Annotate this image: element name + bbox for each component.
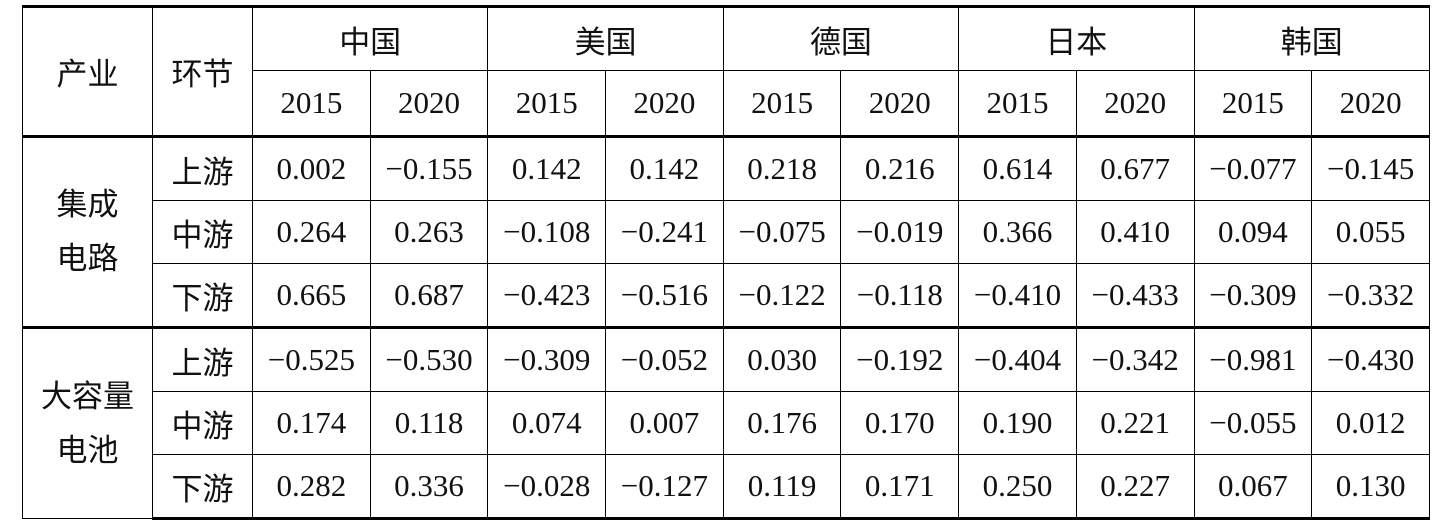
stage-cell: 下游 [152,454,253,520]
header-row: 产业 环节 中国 美国 德国 日本 韩国 [22,5,1430,137]
value-cell: 0.007 [605,391,724,455]
value-cell: 0.410 [1075,200,1195,264]
value-cell: −0.192 [840,326,960,392]
year-header: 2020 [369,70,489,137]
stage-cell: 上游 [152,135,253,201]
value-cell: −0.309 [487,326,607,392]
value-cell: −0.981 [1193,326,1313,392]
data-table: 产业 环节 中国 美国 德国 日本 韩国 2015 2020 2015 2020 2015 2020 20… [22,5,1430,520]
value-cell: −0.410 [958,263,1077,328]
value-cell: 0.336 [369,454,489,520]
value-cell: −0.155 [369,135,489,201]
value-cell: 0.074 [487,391,607,455]
value-cell: 0.282 [252,454,371,520]
year-header: 2020 [840,70,960,137]
year-header: 2020 [1075,70,1195,137]
data-row: 集成 电路 上游 0.002 −0.155 0.142 0.142 0.218 0.216 0.6… [22,135,1430,328]
data-row: 下游 0.665 0.687 −0.423 −0.516 −0.122 −0.118 −0.4… [23,263,1430,328]
industry-line: 电路 [56,241,119,276]
value-cell: 0.216 [840,135,960,201]
country-header: 美国 [487,5,724,71]
value-cell: 0.142 [487,135,607,201]
country-header: 德国 [722,5,960,71]
table-body: 产业 环节 中国 美国 德国 日本 韩国 2015 2020 2015 2020 2015 2020 20… [22,5,1430,520]
value-cell: 0.142 [605,135,724,201]
value-cell: 0.218 [722,135,842,201]
year-header: 2015 [958,70,1077,137]
value-cell: 0.130 [1311,454,1430,520]
value-cell: −0.433 [1075,263,1195,328]
data-row: 中游 0.174 0.118 0.074 0.007 0.176 0.170 0.190 0.2… [23,391,1430,455]
value-cell: 0.030 [722,326,842,392]
stage-cell: 上游 [152,326,253,392]
value-cell: 0.055 [1311,200,1430,264]
stage-cell: 中游 [152,200,253,264]
value-cell: 0.067 [1193,454,1313,520]
header-cell: 产业 [22,5,153,137]
value-cell: −0.145 [1311,135,1430,201]
value-cell: 0.012 [1311,391,1430,455]
value-cell: 0.174 [252,391,371,455]
industry-line: 集成 [56,187,119,222]
value-cell: 0.250 [958,454,1077,520]
value-cell: −0.404 [958,326,1077,392]
value-cell: 0.094 [1193,200,1313,264]
value-cell: 0.171 [840,454,960,520]
data-row: 大容量 电池 上游 −0.525 −0.530 −0.309 −0.052 0.030 −0.1… [22,326,1430,519]
value-cell: 0.366 [958,200,1077,264]
value-cell: 0.170 [840,391,960,455]
value-cell: −0.309 [1193,263,1313,328]
value-cell: −0.019 [840,200,960,264]
year-header: 2015 [252,70,371,137]
value-cell: 0.614 [958,135,1077,201]
value-cell: 0.190 [958,391,1077,455]
value-cell: −0.052 [605,326,724,392]
industry-cell: 集成 电路 [22,135,153,328]
year-header: 2015 [487,70,607,137]
value-cell: −0.108 [487,200,607,264]
industry-cell: 大容量 电池 [22,326,153,519]
value-cell: −0.122 [722,263,842,328]
data-row: 下游 0.282 0.336 −0.028 −0.127 0.119 0.171 0.250 0… [23,454,1430,520]
industry-line: 电池 [56,432,119,468]
value-cell: −0.423 [487,263,607,328]
value-cell: 0.665 [252,263,371,328]
value-cell: 0.227 [1075,454,1195,520]
value-cell: 0.264 [252,200,371,264]
value-cell: 0.002 [252,135,371,201]
value-cell: 0.263 [369,200,489,264]
year-header: 2020 [605,70,724,137]
value-cell: 0.119 [722,454,842,520]
industry-line: 大容量 [41,378,134,414]
value-cell: −0.028 [487,454,607,520]
value-cell: 0.176 [722,391,842,455]
value-cell: −0.127 [605,454,724,520]
value-cell: 0.221 [1075,391,1195,455]
stage-cell: 中游 [152,391,253,455]
value-cell: 0.677 [1075,135,1195,201]
value-cell: 0.687 [369,263,489,328]
country-header: 中国 [251,5,489,71]
value-cell: −0.118 [840,263,960,328]
value-cell: −0.530 [369,326,489,392]
year-header: 2015 [1193,70,1313,137]
value-cell: −0.055 [1193,391,1313,455]
country-header: 日本 [958,5,1195,71]
year-header: 2015 [722,70,842,137]
stage-cell: 下游 [152,263,253,328]
value-cell: −0.430 [1311,326,1430,392]
value-cell: −0.342 [1075,326,1195,392]
value-cell: −0.525 [252,326,371,392]
value-cell: −0.332 [1311,263,1430,328]
year-header: 2020 [1311,70,1430,137]
value-cell: −0.075 [722,200,842,264]
value-cell: −0.241 [605,200,724,264]
value-cell: −0.077 [1193,135,1313,201]
value-cell: −0.516 [605,263,724,328]
country-header: 韩国 [1193,5,1430,71]
value-cell: 0.118 [369,391,489,455]
header-cell: 环节 [152,5,253,137]
data-row: 中游 0.264 0.263 −0.108 −0.241 −0.075 −0.019 0.36… [23,200,1430,264]
